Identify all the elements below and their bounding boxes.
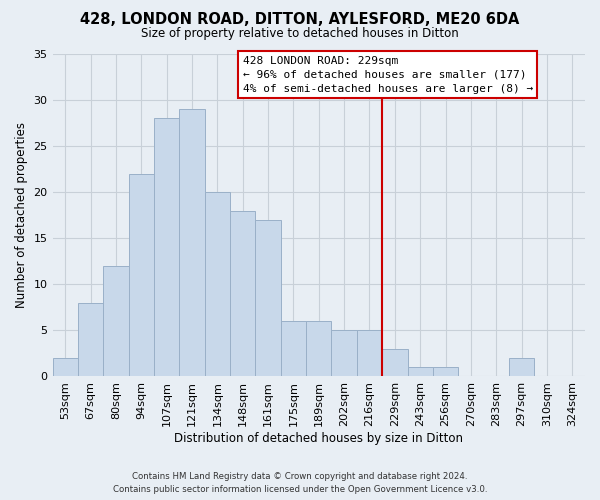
Bar [407, 367, 433, 376]
Text: Size of property relative to detached houses in Ditton: Size of property relative to detached ho… [141, 28, 459, 40]
Bar [331, 330, 357, 376]
Bar [509, 358, 534, 376]
Bar [433, 367, 458, 376]
Text: 428, LONDON ROAD, DITTON, AYLESFORD, ME20 6DA: 428, LONDON ROAD, DITTON, AYLESFORD, ME2… [80, 12, 520, 28]
Bar [306, 321, 331, 376]
Text: 428 LONDON ROAD: 229sqm
← 96% of detached houses are smaller (177)
4% of semi-de: 428 LONDON ROAD: 229sqm ← 96% of detache… [243, 56, 533, 94]
Bar [53, 358, 78, 376]
Bar [128, 174, 154, 376]
Bar [179, 110, 205, 376]
Bar [230, 210, 256, 376]
X-axis label: Distribution of detached houses by size in Ditton: Distribution of detached houses by size … [174, 432, 463, 445]
Bar [103, 266, 128, 376]
Bar [382, 349, 407, 376]
Bar [281, 321, 306, 376]
Bar [256, 220, 281, 376]
Bar [357, 330, 382, 376]
Bar [78, 303, 103, 376]
Bar [154, 118, 179, 376]
Bar [205, 192, 230, 376]
Text: Contains HM Land Registry data © Crown copyright and database right 2024.
Contai: Contains HM Land Registry data © Crown c… [113, 472, 487, 494]
Y-axis label: Number of detached properties: Number of detached properties [15, 122, 28, 308]
